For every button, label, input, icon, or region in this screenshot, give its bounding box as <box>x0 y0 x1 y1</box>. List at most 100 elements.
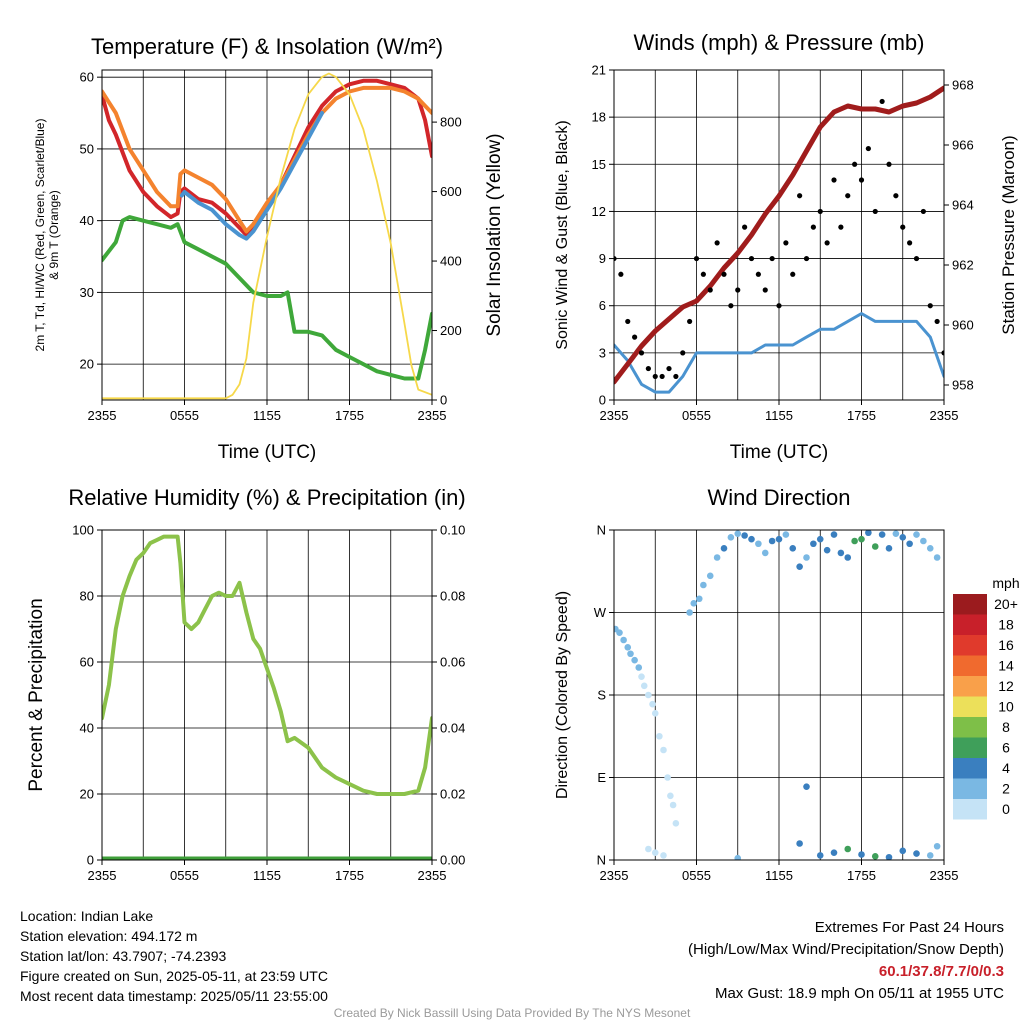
y-tick-label: 100 <box>72 523 94 538</box>
y2-tick-label: 960 <box>952 318 974 333</box>
direction-point <box>844 554 852 561</box>
direction-point <box>672 820 680 827</box>
direction-point <box>796 563 803 570</box>
y-tick-label: 20 <box>80 787 94 802</box>
direction-point <box>624 644 632 651</box>
y-tick-label: 12 <box>592 204 606 219</box>
gust-point <box>845 193 851 199</box>
x-tick-label: 2355 <box>418 408 447 423</box>
gust-point <box>858 177 865 183</box>
winds-ylabel: Sonic Wind & Gust (Blue, Black) <box>554 120 571 349</box>
series-line <box>102 215 432 381</box>
direction-point <box>851 537 858 545</box>
x-tick-label: 2355 <box>930 868 959 883</box>
y-tick-label: 60 <box>80 70 94 85</box>
gust-point <box>645 365 651 372</box>
direction-point <box>748 535 755 543</box>
y-tick-label: 0 <box>87 853 94 868</box>
legend-label: 6 <box>1002 740 1010 756</box>
temperature-y2label: Solar Insolation (Yellow) <box>484 133 505 336</box>
x-tick-label: 0555 <box>170 408 199 423</box>
gust-point <box>886 161 892 167</box>
x-tick-label: 1755 <box>335 868 364 883</box>
legend-label: 2 <box>1002 781 1010 797</box>
temperature-ylabel-line1: 2m T, Td, HI/WC (Red, Green, Scarlet/Blu… <box>33 119 47 352</box>
direction-point <box>741 532 748 539</box>
gust-point <box>824 240 830 246</box>
direction-point <box>660 852 667 859</box>
y2-tick-label: 0.02 <box>440 787 465 802</box>
gust-point <box>900 224 906 230</box>
gust-point <box>920 208 926 215</box>
series-line <box>179 111 324 241</box>
direction-point <box>810 540 817 548</box>
y-tick-label: 30 <box>80 285 94 300</box>
direction-point <box>720 545 728 552</box>
x-tick-label: 1155 <box>253 408 281 423</box>
direction-point <box>649 700 656 708</box>
direction-point <box>713 554 721 561</box>
gust-point <box>618 271 624 277</box>
y-tick-label: S <box>597 688 606 703</box>
speed-legend: mph 20+ 18 16 14 12 10 8 6 4 2 0 <box>953 575 1020 820</box>
legend-label: 12 <box>998 678 1014 694</box>
legend-swatch <box>953 635 987 656</box>
legend-label: 4 <box>1002 760 1010 776</box>
direction-point <box>620 636 627 644</box>
humidity-grid <box>102 529 432 861</box>
legend-swatch <box>953 737 987 758</box>
temperature-panel: Temperature (F) & Insolation (W/m²) 2355… <box>33 34 505 463</box>
gust-point <box>762 287 768 293</box>
direction-point <box>690 600 698 607</box>
direction-point <box>695 595 703 603</box>
direction-panel: Wind Direction 2355 0555 1155 1755 2355NESWN… <box>554 485 1020 883</box>
direction-point <box>664 774 671 781</box>
y-tick-label: 20 <box>80 357 94 372</box>
direction-point <box>638 673 645 680</box>
direction-point <box>700 581 707 589</box>
direction-grid <box>614 529 944 861</box>
gust-point <box>638 350 645 356</box>
direction-point <box>775 535 783 543</box>
humidity-title: Relative Humidity (%) & Precipitation (i… <box>68 485 465 510</box>
gust-point <box>803 255 810 262</box>
legend-swatch <box>953 758 987 779</box>
temperature-ylabel-line2: & 9m T (Orange) <box>47 190 61 280</box>
info-created: Figure created on Sun, 2025-05-11, at 23… <box>20 968 328 984</box>
legend-swatch <box>953 717 987 738</box>
direction-point <box>755 540 762 548</box>
direction-point <box>645 691 652 699</box>
y-tick-label: 9 <box>599 251 606 266</box>
winds-xlabel: Time (UTC) <box>730 442 829 463</box>
direction-point <box>920 537 927 545</box>
direction-point <box>796 840 803 847</box>
gust-point <box>797 193 803 199</box>
series-line <box>614 312 944 394</box>
gust-point <box>927 303 933 309</box>
y-tick-label: W <box>594 605 607 620</box>
gust-point <box>879 98 885 105</box>
gust-point <box>687 318 693 325</box>
y-tick-label: 6 <box>599 298 606 313</box>
gust-point <box>659 373 665 380</box>
direction-point <box>844 845 852 853</box>
extremes-title: Extremes For Past 24 Hours <box>814 919 1004 936</box>
gust-point <box>707 287 713 293</box>
direction-point <box>660 746 667 754</box>
gust-point <box>831 177 837 183</box>
direction-point <box>768 537 776 545</box>
x-tick-label: 2355 <box>88 868 117 883</box>
y-tick-label: 50 <box>80 141 94 156</box>
legend-label: 14 <box>998 658 1014 674</box>
direction-point <box>913 531 920 538</box>
direction-point <box>734 530 742 537</box>
direction-point <box>667 792 674 800</box>
direction-point <box>837 549 845 557</box>
info-location: Location: Indian Lake <box>20 908 154 924</box>
direction-point <box>899 534 907 541</box>
y-tick-label: 0 <box>599 393 606 408</box>
credit-line: Created By Nick Bassill Using Data Provi… <box>333 1006 691 1020</box>
gust-point <box>941 350 944 356</box>
